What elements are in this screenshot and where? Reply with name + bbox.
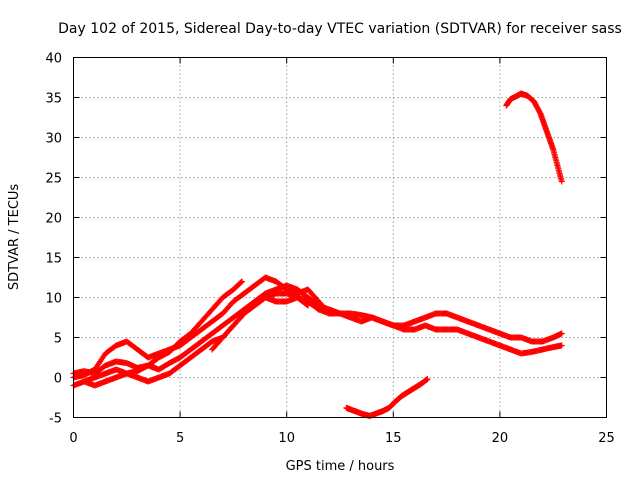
y-tick-label: 35: [45, 92, 62, 107]
data-point: [238, 279, 245, 286]
y-tick-label: 10: [45, 292, 62, 307]
series-track-f: [503, 90, 565, 185]
x-tick-label: 0: [69, 431, 77, 446]
x-tick-label: 15: [385, 431, 402, 446]
chart-title: Day 102 of 2015, Sidereal Day-to-day VTE…: [58, 21, 622, 37]
x-axis-label: GPS time / hours: [286, 459, 395, 474]
y-tick-label: 25: [45, 172, 62, 187]
y-tick-label: 15: [45, 252, 62, 267]
y-tick-label: 0: [54, 372, 62, 387]
y-tick-label: -5: [49, 412, 62, 427]
data-point: [558, 330, 565, 337]
x-tick-labels: 0 5 10 15 20 25: [69, 431, 614, 446]
data-series: [70, 90, 565, 419]
data-point: [424, 376, 431, 383]
x-tick-label: 20: [492, 431, 509, 446]
x-tick-label: 25: [598, 431, 615, 446]
series-track-b: [70, 274, 333, 381]
y-tick-label: 20: [45, 212, 62, 227]
y-tick-label: 30: [45, 132, 62, 147]
data-point: [238, 278, 245, 285]
x-tick-label: 10: [278, 431, 295, 446]
plot-frame: [73, 57, 607, 418]
y-tick-label: 5: [54, 332, 62, 347]
y-tick-label: 40: [45, 52, 62, 67]
data-point: [558, 178, 565, 185]
data-point: [558, 342, 565, 349]
y-tick-labels: -5 0 5 10 15 20 25 30 35 40: [45, 52, 62, 427]
x-tick-label: 5: [176, 431, 184, 446]
series-track-c: [70, 294, 312, 389]
series-track-g: [343, 376, 431, 419]
y-axis-label: SDTVAR / TECUs: [7, 184, 22, 291]
series-track-e: [209, 282, 565, 353]
